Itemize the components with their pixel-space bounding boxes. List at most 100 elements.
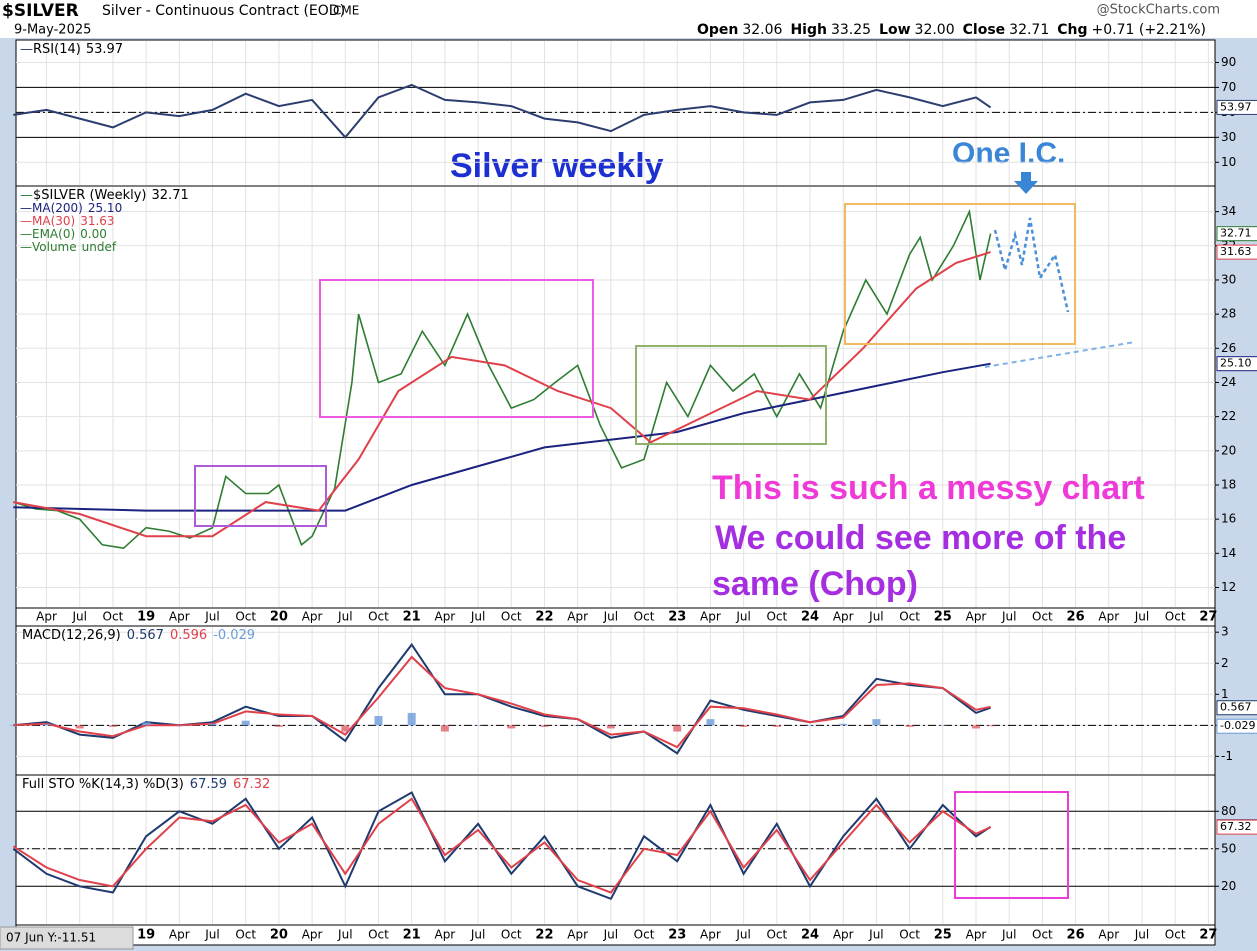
x-tick-label: Apr [966, 928, 987, 942]
legend-name: MACD(12,26,9) [22, 628, 121, 643]
x-tick-label: 24 [801, 928, 819, 943]
histogram-bar [407, 712, 416, 726]
legend-value: 31.63 [80, 214, 114, 228]
y-tick-label: 80 [1221, 804, 1236, 818]
x-tick-label: Jul [1134, 928, 1149, 942]
y-tick-label: 26 [1221, 341, 1236, 355]
y-tick-label: 90 [1221, 55, 1236, 69]
x-tick-label: Oct [103, 610, 124, 624]
annotation: We could see more of the [715, 519, 1126, 557]
histogram-bar [573, 725, 582, 726]
histogram-bar [507, 725, 516, 729]
legend-name: RSI(14) [33, 42, 81, 57]
legend-name: EMA(0) [32, 227, 75, 241]
x-tick-label: 25 [934, 610, 952, 625]
histogram-bar [540, 725, 549, 727]
series-line [13, 251, 991, 538]
quote-value: 32.06 [742, 22, 782, 38]
histogram-bar [175, 725, 184, 726]
legend-name: MA(30) [32, 214, 75, 228]
histogram-bar [308, 725, 317, 726]
value-badge-text: 53.97 [1220, 100, 1252, 113]
x-tick-label: Oct [235, 928, 256, 942]
histogram-bar [241, 720, 250, 726]
histogram-bar [971, 725, 980, 729]
y-tick-label: 30 [1221, 130, 1236, 144]
x-tick-label: 23 [668, 610, 686, 625]
legend-value: 0.567 [127, 628, 164, 643]
sto-panel [15, 774, 1216, 926]
legend: —Volume undef [20, 240, 117, 254]
projection [984, 341, 1136, 368]
x-tick-label: Oct [1165, 928, 1186, 942]
legend-name: Volume [32, 240, 77, 254]
y-tick-label: 16 [1221, 512, 1236, 526]
cursor-readout: 07 Jun Y:-11.51 [6, 931, 96, 945]
value-badge [1216, 700, 1257, 716]
x-tick-label: Oct [766, 928, 787, 942]
x-tick-label: Jul [337, 610, 352, 624]
x-tick-label: 19 [137, 610, 155, 625]
legend: —RSI(14) 53.97 [20, 42, 123, 57]
range-box [194, 465, 327, 527]
x-tick-label: Oct [634, 610, 655, 624]
legend-value: 32.71 [152, 188, 189, 203]
y-tick-label: -1 [1221, 749, 1233, 763]
quote-label: Low [879, 22, 911, 38]
projection [993, 217, 1070, 313]
y-tick-label: 10 [1221, 155, 1236, 169]
legend-key: — [20, 188, 33, 203]
histogram-bar [986, 725, 995, 727]
x-tick-label: Jul [735, 610, 750, 624]
legend: —MA(200) 25.10 [20, 201, 122, 215]
histogram-bar [673, 725, 682, 732]
legend-value: 53.97 [86, 42, 123, 57]
x-tick-label: Oct [1165, 610, 1186, 624]
value-badge-text: -0.029 [1220, 719, 1255, 732]
histogram-bar [374, 716, 383, 726]
x-tick-label: Apr [169, 610, 190, 624]
x-tick-label: 27 [1199, 928, 1217, 943]
cursor-box [0, 926, 134, 950]
quote-label: Chg [1057, 22, 1087, 38]
x-tick-label: Oct [634, 928, 655, 942]
legend-key: — [20, 227, 32, 241]
annotation: One I.C. [952, 137, 1065, 170]
x-tick-label: Apr [36, 610, 57, 624]
legend: —EMA(0) 0.00 [20, 227, 107, 241]
x-tick-label: 25 [934, 928, 952, 943]
histogram-bar [208, 723, 217, 726]
y-tick-label: 34 [1221, 204, 1236, 218]
x-tick-label: Apr [434, 610, 455, 624]
y-tick-label: 12 [1221, 580, 1236, 594]
x-tick-label: Oct [1032, 610, 1053, 624]
arrow [1021, 172, 1031, 182]
histogram-bar [640, 725, 649, 726]
legend-value: -0.029 [213, 628, 255, 643]
plot-layer: Apr Jul Oct 19 Apr Jul Oct 20 Apr Jul Oct 21 Apr Jul O… [9, 41, 1257, 943]
annotation: Silver weekly [450, 147, 664, 185]
x-tick-label: Jul [735, 928, 750, 942]
exchange: CME [333, 4, 359, 18]
source: @StockCharts.com [1097, 3, 1220, 18]
histogram-bar [806, 725, 815, 726]
x-tick-label: Apr [434, 928, 455, 942]
value-badge [1216, 99, 1257, 115]
value-badge-text: 0.567 [1220, 701, 1252, 714]
x-tick-label: 26 [1067, 928, 1085, 943]
histogram-bar [440, 725, 449, 732]
x-tick-label: Apr [567, 610, 588, 624]
x-tick-label: Apr [700, 928, 721, 942]
legend-value: 67.59 [190, 777, 227, 792]
histogram-bar [706, 719, 715, 726]
price-panel [15, 185, 1216, 609]
instrument-name: Silver - Continuous Contract (EOD) [102, 3, 345, 19]
x-tick-label: Oct [899, 610, 920, 624]
range-box [635, 345, 827, 445]
legend: —MA(30) 31.63 [20, 214, 115, 228]
x-tick-label: 27 [1199, 610, 1217, 625]
value-badge [1216, 244, 1257, 260]
histogram-bar [274, 725, 283, 727]
x-tick-label: Jul [71, 610, 86, 624]
series-line [13, 362, 991, 512]
